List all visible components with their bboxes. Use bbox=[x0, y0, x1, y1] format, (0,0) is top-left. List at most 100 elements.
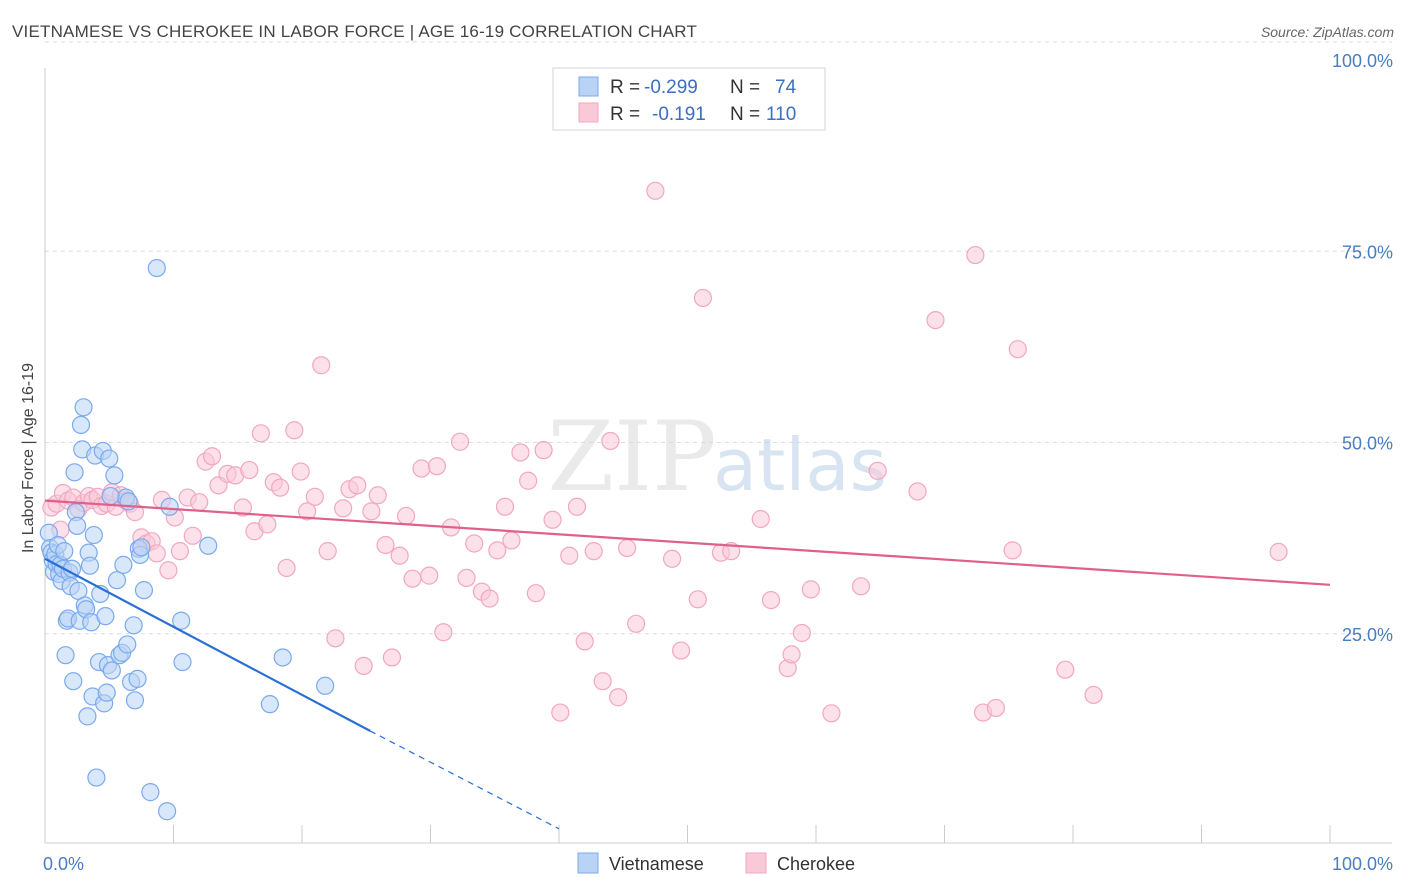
cherokee-point-22 bbox=[147, 544, 166, 563]
vietnamese-point-61 bbox=[132, 538, 151, 557]
vietnamese-point-42 bbox=[96, 607, 115, 626]
y-tick-label-2: 75.0% bbox=[1342, 242, 1393, 262]
cherokee-point-39 bbox=[258, 515, 277, 534]
vietnamese-trendline bbox=[44, 557, 371, 732]
cherokee-point-100 bbox=[792, 623, 811, 643]
x-tick-label-1: 100.0% bbox=[1332, 854, 1393, 874]
legend-n-value-cherokee: 110 bbox=[766, 104, 796, 125]
cherokee-point-31 bbox=[202, 447, 222, 466]
cherokee-point-57 bbox=[382, 648, 402, 667]
vietnamese-point-58 bbox=[128, 669, 147, 688]
vietnamese-point-20 bbox=[65, 463, 84, 482]
vietnamese-point-12 bbox=[55, 542, 74, 561]
cherokee-point-106 bbox=[926, 311, 945, 330]
cherokee-point-58 bbox=[390, 546, 409, 565]
legend-r-label-cherokee: R = bbox=[610, 104, 640, 125]
cherokee-point-109 bbox=[986, 698, 1006, 718]
cherokee-point-28 bbox=[183, 526, 202, 545]
y-axis-label: In Labor Force | Age 16-19 bbox=[20, 363, 37, 553]
cherokee-points bbox=[42, 181, 1288, 723]
bottom-legend-label-cherokee: Cherokee bbox=[777, 854, 855, 874]
vietnamese-point-73 bbox=[101, 486, 120, 506]
cherokee-point-110 bbox=[1003, 541, 1022, 560]
x-tick-label-0: 0.0% bbox=[43, 854, 84, 874]
cherokee-point-82 bbox=[575, 632, 594, 651]
cherokee-point-80 bbox=[560, 546, 579, 565]
watermark-zip: ZIP bbox=[547, 401, 716, 513]
cherokee-point-52 bbox=[348, 476, 367, 495]
cherokee-point-56 bbox=[376, 535, 395, 555]
vietnamese-point-72 bbox=[316, 676, 335, 695]
vietnamese-point-13 bbox=[56, 646, 75, 665]
cherokee-point-105 bbox=[908, 482, 927, 501]
cherokee-point-59 bbox=[396, 506, 416, 526]
vietnamese-point-71 bbox=[273, 648, 292, 667]
cherokee-point-90 bbox=[662, 549, 682, 568]
vietnamese-point-43 bbox=[97, 683, 116, 702]
cherokee-point-85 bbox=[601, 431, 620, 451]
cherokee-point-74 bbox=[511, 443, 530, 462]
x-tick-labels: 0.0% 100.0% bbox=[43, 854, 1393, 874]
cherokee-point-46 bbox=[305, 487, 324, 506]
vietnamese-point-53 bbox=[118, 635, 137, 654]
vietnamese-points bbox=[39, 258, 335, 821]
cherokee-point-45 bbox=[298, 502, 317, 521]
cherokee-point-44 bbox=[291, 462, 310, 481]
vietnamese-point-30 bbox=[78, 707, 97, 726]
cherokee-point-61 bbox=[412, 459, 431, 478]
cherokee-point-111 bbox=[1008, 340, 1027, 359]
cherokee-point-41 bbox=[271, 478, 290, 497]
cherokee-point-73 bbox=[502, 531, 521, 550]
cherokee-point-48 bbox=[318, 542, 337, 561]
cherokee-point-88 bbox=[626, 614, 646, 633]
cherokee-point-77 bbox=[534, 441, 553, 460]
cherokee-point-36 bbox=[240, 460, 259, 480]
vietnamese-point-66 bbox=[160, 497, 179, 516]
cherokee-point-87 bbox=[618, 538, 637, 558]
cherokee-point-43 bbox=[285, 421, 304, 440]
chart-title: VIETNAMESE VS CHEROKEE IN LABOR FORCE | … bbox=[12, 22, 698, 41]
vietnamese-point-67 bbox=[172, 611, 191, 630]
vietnamese-point-62 bbox=[134, 581, 154, 600]
vietnamese-point-69 bbox=[199, 536, 218, 555]
cherokee-point-49 bbox=[326, 629, 345, 648]
cherokee-point-38 bbox=[251, 424, 270, 443]
vietnamese-point-64 bbox=[147, 258, 166, 278]
legend-r-label-vietnamese: R = bbox=[610, 77, 640, 98]
cherokee-point-64 bbox=[434, 623, 453, 642]
cherokee-point-50 bbox=[334, 499, 353, 518]
y-tick-label-1: 50.0% bbox=[1342, 434, 1393, 454]
bottom-legend-swatch-cherokee bbox=[745, 852, 767, 874]
legend-n-label-vietnamese: N = bbox=[730, 77, 760, 98]
cherokee-point-103 bbox=[851, 577, 871, 596]
vietnamese-point-68 bbox=[173, 652, 192, 672]
watermark: ZIP atlas bbox=[547, 401, 887, 513]
vietnamese-point-19 bbox=[64, 672, 83, 691]
cherokee-point-66 bbox=[450, 432, 470, 451]
vietnamese-point-45 bbox=[100, 449, 119, 468]
cherokee-point-112 bbox=[1056, 660, 1075, 679]
cherokee-point-102 bbox=[822, 704, 841, 723]
vietnamese-point-35 bbox=[84, 525, 103, 545]
cherokee-point-79 bbox=[551, 703, 570, 722]
y-tick-labels: 25.0% 50.0% 75.0% 100.0% bbox=[1332, 51, 1393, 645]
cherokee-point-104 bbox=[868, 461, 887, 480]
cherokee-point-83 bbox=[584, 542, 603, 561]
cherokee-trendline bbox=[44, 499, 1331, 586]
cherokee-point-114 bbox=[1269, 542, 1288, 561]
cherokee-point-96 bbox=[751, 509, 770, 529]
legend: R = -0.299 N = 74 R = -0.191 N = 110 bbox=[552, 67, 826, 131]
vietnamese-point-47 bbox=[105, 466, 124, 485]
cherokee-point-67 bbox=[457, 568, 476, 588]
vietnamese-point-48 bbox=[107, 571, 127, 590]
vietnamese-point-65 bbox=[157, 802, 177, 821]
cherokee-point-68 bbox=[465, 534, 484, 553]
cherokee-point-99 bbox=[782, 645, 801, 664]
vietnamese-point-32 bbox=[80, 556, 100, 575]
cherokee-point-101 bbox=[801, 580, 820, 599]
cherokee-point-35 bbox=[233, 498, 252, 517]
cherokee-point-60 bbox=[403, 569, 422, 588]
chart-source: Source: ZipAtlas.com bbox=[1260, 24, 1394, 40]
legend-n-label-cherokee: N = bbox=[730, 104, 760, 125]
